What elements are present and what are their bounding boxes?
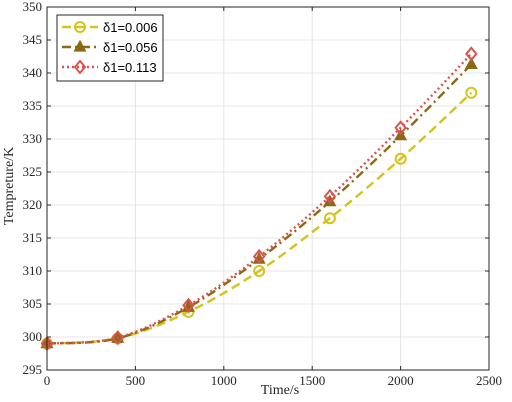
y-tick-label: 310 <box>23 263 43 278</box>
data-point <box>111 330 125 346</box>
data-point <box>323 194 337 207</box>
legend-label: δ1=0.113 <box>103 60 157 75</box>
y-tick-label: 300 <box>23 329 43 344</box>
legend-item: δ1=0.113 <box>62 59 157 75</box>
legend-item: δ1=0.056 <box>62 39 158 55</box>
plot-frame <box>46 6 490 371</box>
legend-marker <box>73 39 87 52</box>
legend-label: δ1=0.056 <box>103 40 158 55</box>
y-tick-label: 325 <box>23 164 43 179</box>
legend-item: δ1=0.006 <box>62 20 158 35</box>
y-tick-label: 350 <box>23 0 43 14</box>
y-tick-label: 315 <box>23 230 43 245</box>
y-tick-label: 295 <box>23 362 43 377</box>
data-point <box>465 86 478 99</box>
y-tick-label: 320 <box>23 197 43 212</box>
y-tick-label: 345 <box>23 32 43 47</box>
data-point <box>465 46 478 62</box>
y-tick-label: 335 <box>23 98 43 113</box>
y-tick-label: 305 <box>23 296 43 311</box>
tick-layer: 0 500 1000 1500 2000 2500 295 300 305 310 315 320 32… <box>23 0 503 388</box>
legend-label: δ1=0.006 <box>103 20 158 35</box>
data-point <box>252 248 266 265</box>
data-point <box>394 152 407 165</box>
data-point <box>323 188 337 204</box>
data-point <box>323 212 336 225</box>
data-point <box>182 297 195 313</box>
x-tick-label: 500 <box>126 373 146 388</box>
legend-marker <box>74 21 86 33</box>
y-axis-label: Tempreture/K <box>2 147 17 225</box>
x-tick-label: 1500 <box>299 373 325 388</box>
legend-marker <box>73 59 87 75</box>
data-point <box>394 120 407 136</box>
x-tick-label: 0 <box>44 373 51 388</box>
x-tick-label: 2500 <box>476 373 502 388</box>
series-line <box>46 53 473 345</box>
data-point <box>253 265 266 277</box>
x-tick-label: 1000 <box>211 373 237 388</box>
data-point <box>464 57 478 70</box>
y-tick-label: 330 <box>23 131 43 146</box>
y-tick-label: 340 <box>23 65 43 80</box>
legend: δ1=0.006 δ1=0.056 δ1=0.113 <box>56 14 164 82</box>
x-axis-label: Time/s <box>261 383 299 398</box>
x-tick-label: 2000 <box>388 373 414 388</box>
